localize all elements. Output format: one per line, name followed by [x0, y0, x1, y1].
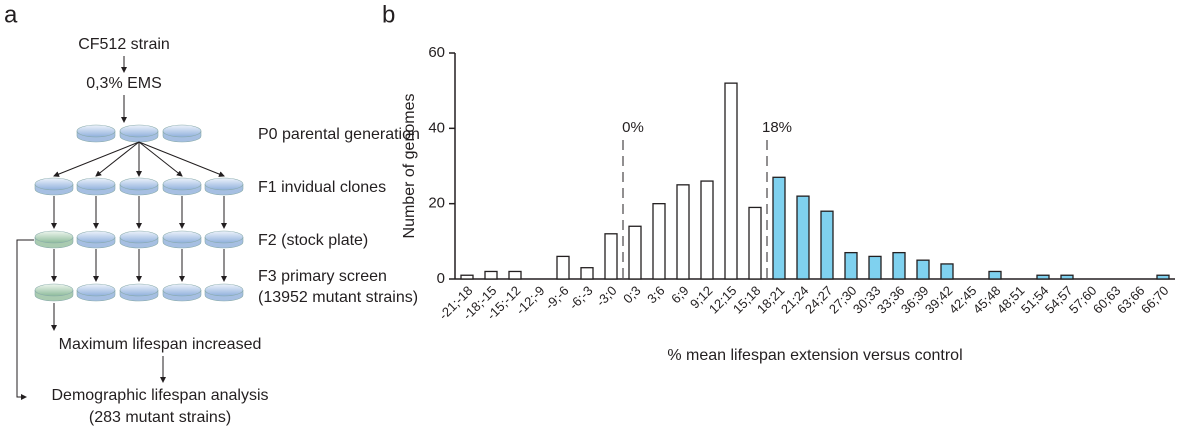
- bar: [940, 263, 954, 280]
- bar: [1036, 274, 1050, 280]
- y-axis-title: Number of genomes: [401, 94, 418, 239]
- plate: [119, 124, 159, 138]
- bar: [1060, 274, 1074, 280]
- step-text: (283 mutant strains): [89, 409, 231, 426]
- bar: [508, 270, 522, 280]
- bar: [988, 270, 1002, 280]
- bar: [676, 184, 690, 280]
- y-tick-label: 0: [437, 270, 445, 287]
- step-text: F2 (stock plate): [258, 232, 368, 249]
- x-axis-title: % mean lifespan extension versus control: [667, 347, 962, 364]
- y-tick-label: 40: [428, 119, 445, 136]
- plate: [76, 230, 116, 244]
- annotation: 18%: [762, 119, 792, 136]
- y-tick-label: 60: [428, 44, 445, 61]
- bar: [484, 270, 498, 280]
- step-text: CF512 strain: [78, 36, 170, 53]
- plate: [119, 177, 159, 191]
- bar: [748, 206, 762, 280]
- bar: [916, 259, 930, 280]
- plate: [76, 124, 116, 138]
- bar: [820, 210, 834, 280]
- bar: [460, 274, 474, 280]
- step-text: Demographic lifespan analysis: [52, 387, 269, 404]
- x-tick-label: -6;-3: [566, 283, 596, 313]
- x-tick-label: 3;6: [644, 283, 667, 306]
- bar: [604, 233, 618, 280]
- bar: [796, 195, 810, 280]
- step-text: 0,3% EMS: [86, 75, 162, 92]
- arrow: [95, 141, 140, 177]
- x-tick-label: -3;0: [593, 283, 619, 309]
- bar: [628, 225, 642, 280]
- bar: [868, 255, 882, 280]
- plates: [34, 124, 244, 302]
- x-tick-label: -9;-6: [542, 283, 572, 313]
- step-text: (13952 mutant strains): [258, 289, 418, 306]
- x-tick-label: 0;3: [620, 283, 643, 306]
- plate: [162, 124, 202, 138]
- bar: [580, 267, 594, 280]
- bar: [772, 176, 786, 280]
- step-text: Maximum lifespan increased: [59, 336, 262, 353]
- bar: [652, 203, 666, 280]
- bar: [724, 82, 738, 280]
- step-text: P0 parental generation: [258, 126, 420, 143]
- arrow: [16, 239, 34, 400]
- panel-label: a: [4, 1, 18, 28]
- plate: [162, 283, 202, 297]
- bar: [892, 251, 906, 280]
- bar: [844, 251, 858, 280]
- bar: [700, 180, 714, 280]
- plate: [204, 230, 244, 244]
- step-text: F1 invidual clones: [258, 179, 386, 196]
- plate: [76, 177, 116, 191]
- annotation: 0%: [622, 119, 644, 136]
- plate: [162, 230, 202, 244]
- plate: [76, 283, 116, 297]
- plate: [119, 230, 159, 244]
- plate: [119, 283, 159, 297]
- y-tick-label: 20: [428, 195, 445, 212]
- panel-label: b: [382, 1, 395, 28]
- chart: b % mean lifespan extension versus contr…: [382, 1, 1175, 364]
- step-text: F3 primary screen: [258, 268, 387, 285]
- plate: [204, 283, 244, 297]
- plate: [34, 230, 74, 244]
- x-tick-label: 66;70: [1138, 283, 1172, 317]
- plate: [34, 177, 74, 191]
- arrow: [138, 141, 183, 177]
- plate: [34, 283, 74, 297]
- bar: [556, 255, 570, 280]
- arrow: [53, 141, 140, 177]
- plate: [162, 177, 202, 191]
- bar: [1156, 274, 1170, 280]
- diagram: a CF512 strain 0,3% EMS P0 parental gene…: [4, 1, 420, 426]
- arrow: [138, 141, 225, 177]
- plate: [204, 177, 244, 191]
